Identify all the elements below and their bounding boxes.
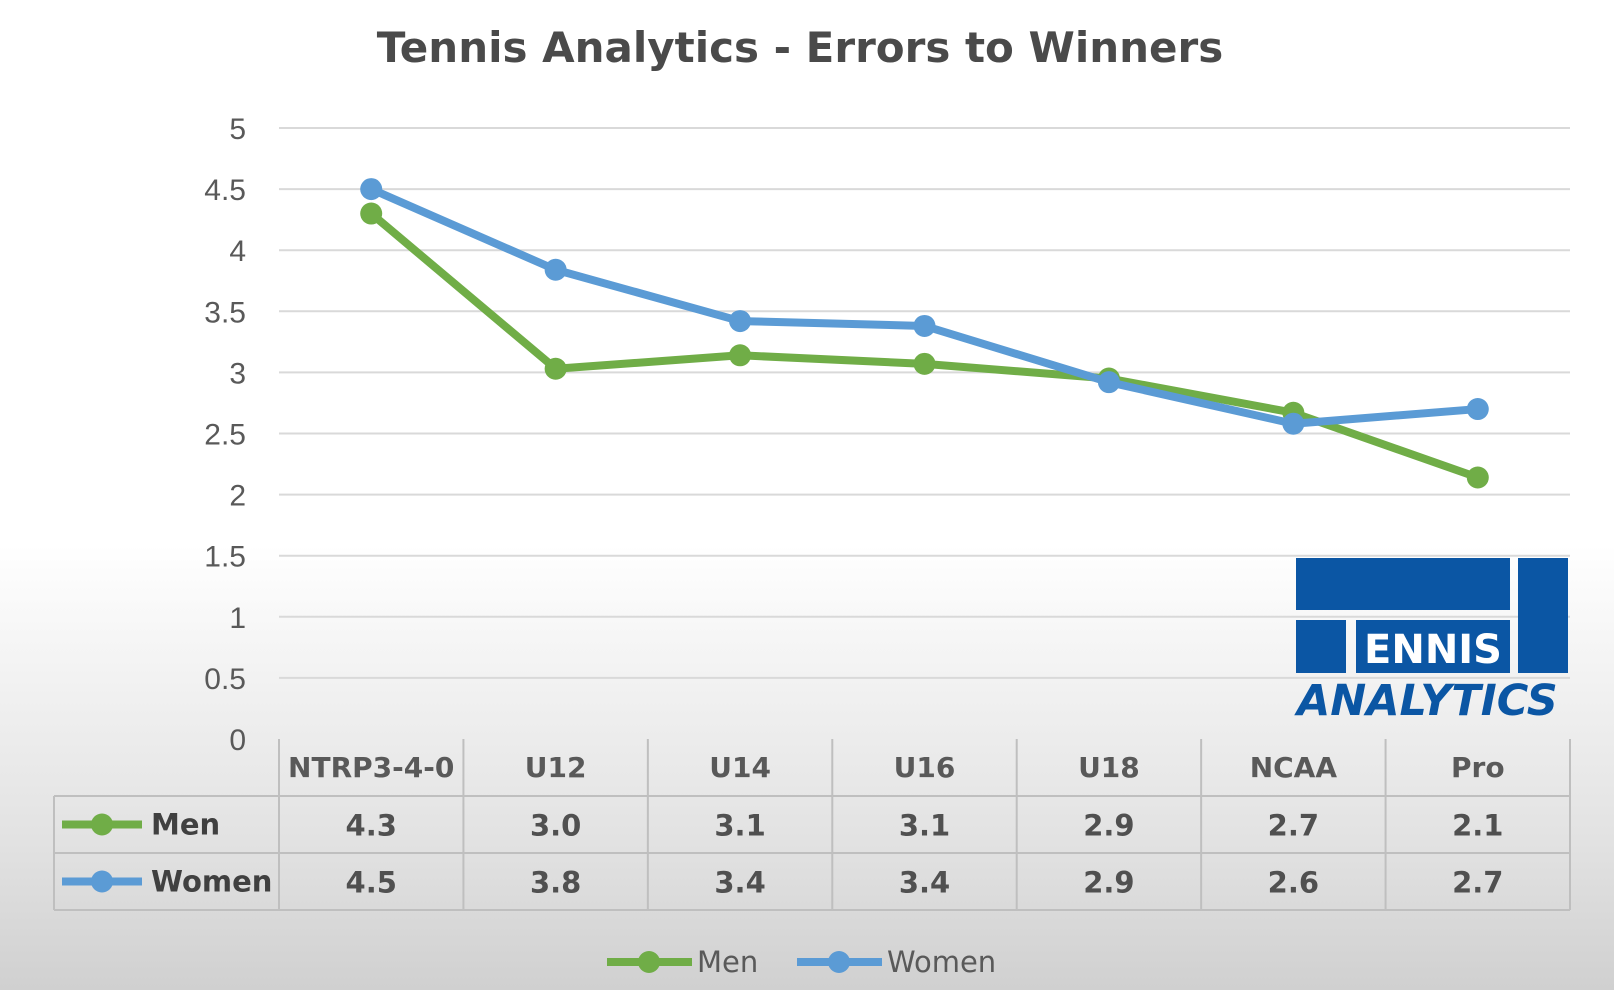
y-tick-label: 0.5: [204, 663, 246, 696]
table-cell: 2.9: [1083, 866, 1134, 900]
category-label: U12: [525, 751, 587, 784]
table-cell: 2.1: [1452, 809, 1503, 843]
data-point: [544, 357, 567, 380]
category-label: NCAA: [1250, 751, 1338, 784]
row-key-marker: [91, 813, 113, 836]
logo-text-top: ENNIS: [1364, 627, 1502, 673]
table-cell: 4.5: [346, 866, 397, 900]
table-cell: 3.4: [714, 866, 765, 900]
data-point: [1466, 466, 1489, 489]
y-tick-label: 3.5: [204, 296, 246, 329]
data-point: [360, 202, 383, 225]
y-tick-label: 2: [229, 480, 246, 513]
chart-title: Tennis Analytics - Errors to Winners: [377, 23, 1224, 72]
logo-text-bottom: ANALYTICS: [1294, 676, 1558, 726]
data-point: [1466, 398, 1489, 421]
y-tick-label: 0: [229, 724, 246, 757]
table-cell: 3.1: [714, 809, 765, 843]
legend-key-marker: [828, 951, 850, 973]
series-line: [367, 185, 1482, 428]
data-point: [360, 178, 383, 201]
y-tick-label: 4: [229, 235, 246, 268]
legend: Men Women: [607, 945, 996, 979]
y-tick-label: 4.5: [204, 174, 246, 207]
row-key-marker: [91, 870, 113, 893]
row-label: Men: [151, 808, 220, 842]
table-cell: 2.9: [1083, 809, 1134, 843]
y-tick-label: 1.5: [204, 541, 246, 574]
legend-label: Men: [697, 945, 758, 979]
data-point: [913, 314, 936, 337]
table-cell: 2.7: [1452, 866, 1503, 900]
category-label: NTRP3-4-0: [288, 751, 454, 784]
category-label: Pro: [1451, 751, 1505, 784]
category-label: U18: [1078, 751, 1140, 784]
tennis-analytics-logo: ENNIS ANALYTICS: [1294, 558, 1568, 726]
table-cell: 3.0: [530, 809, 581, 843]
y-axis-ticks: 0 0.5 1 1.5 2 2.5 3 3.5 4 4.5 5: [204, 113, 246, 757]
table-cell: 3.8: [530, 866, 581, 900]
data-point: [1097, 371, 1120, 394]
y-tick-label: 2.5: [204, 419, 246, 452]
table-cell: 3.4: [899, 866, 950, 900]
table-cell: 2.6: [1268, 866, 1319, 900]
legend-key-marker: [638, 951, 660, 973]
data-point: [729, 344, 752, 367]
table-cell: 2.7: [1268, 809, 1319, 843]
data-point: [913, 352, 936, 375]
series-line: [367, 209, 1482, 482]
data-table: NTRP3-4-0 U12 U14 U16 U18 NCAA Pro Men 4.3 3.0 3.1…: [53, 739, 1571, 911]
table-cell: 3.1: [899, 809, 950, 843]
data-point: [729, 310, 752, 333]
table-cell: 4.3: [346, 809, 397, 843]
data-point: [1282, 412, 1305, 435]
category-label: U14: [709, 751, 771, 784]
legend-label: Women: [887, 945, 996, 979]
category-label: U16: [894, 751, 956, 784]
y-tick-label: 1: [229, 602, 246, 635]
y-tick-label: 3: [229, 357, 246, 390]
series-lines: [360, 178, 1489, 489]
data-point: [544, 258, 567, 281]
row-label: Women: [151, 865, 272, 899]
y-tick-label: 5: [229, 113, 246, 146]
